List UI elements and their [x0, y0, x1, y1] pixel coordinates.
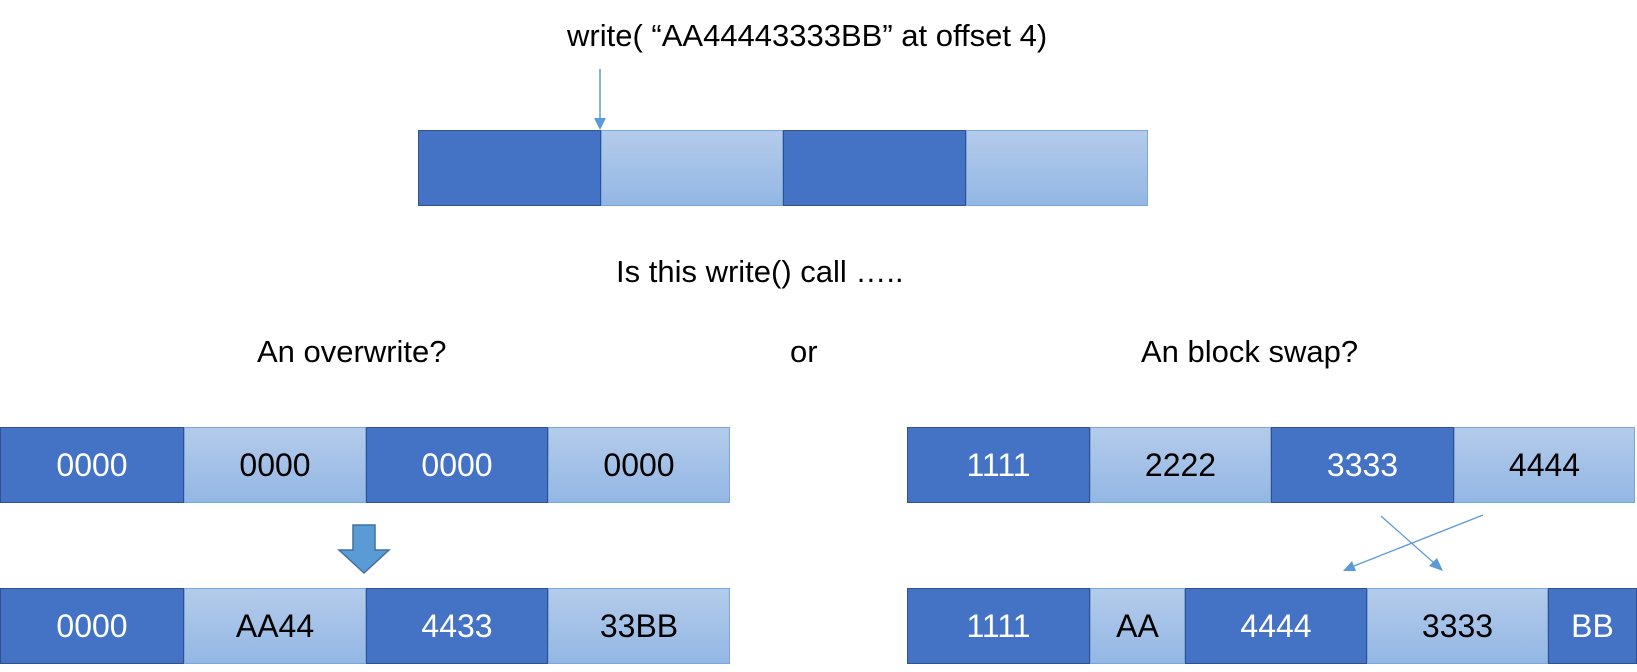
- swap-before-block-4: 4444: [1454, 427, 1635, 503]
- offset-pointer-arrow: [594, 69, 606, 130]
- swap-before-row: 1111 2222 3333 4444: [907, 427, 1635, 503]
- overwrite-before-block-4: 0000: [548, 427, 730, 503]
- swap-before-block-1: 1111: [907, 427, 1090, 503]
- overwrite-before-block-2: 0000: [184, 427, 366, 503]
- overwrite-after-block-4: 33BB: [548, 588, 730, 664]
- block-swap-heading: An block swap?: [1141, 334, 1359, 369]
- file-block-3: [783, 130, 966, 206]
- overwrite-after-block-2: AA44: [184, 588, 366, 664]
- overwrite-down-arrow: [337, 524, 391, 575]
- or-label: or: [790, 334, 818, 369]
- swap-after-block-2: AA: [1090, 588, 1185, 664]
- swap-before-block-3: 3333: [1271, 427, 1454, 503]
- swap-after-block-1: 1111: [907, 588, 1090, 664]
- swap-after-block-4: 3333: [1367, 588, 1548, 664]
- overwrite-before-block-3: 0000: [366, 427, 548, 503]
- file-block-2: [601, 130, 783, 206]
- overwrite-after-block-3: 4433: [366, 588, 548, 664]
- swap-after-block-3: 4444: [1185, 588, 1367, 664]
- overwrite-heading: An overwrite?: [257, 334, 447, 369]
- swap-before-block-2: 2222: [1090, 427, 1271, 503]
- question-text: Is this write() call …..: [616, 254, 904, 289]
- diagram-title: write( “AA44443333BB” at offset 4): [567, 18, 1048, 53]
- overwrite-before-row: 0000 0000 0000 0000: [0, 427, 730, 503]
- swap-after-row: 1111 AA 4444 3333 BB: [907, 588, 1637, 664]
- file-block-1: [418, 130, 601, 206]
- overwrite-before-block-1: 0000: [0, 427, 184, 503]
- swap-after-block-5: BB: [1548, 588, 1637, 664]
- overwrite-after-row: 0000 AA44 4433 33BB: [0, 588, 730, 664]
- file-block-4: [966, 130, 1148, 206]
- file-blocks: [418, 130, 1148, 206]
- overwrite-after-block-1: 0000: [0, 588, 184, 664]
- swap-cross-arrows: [1343, 514, 1484, 571]
